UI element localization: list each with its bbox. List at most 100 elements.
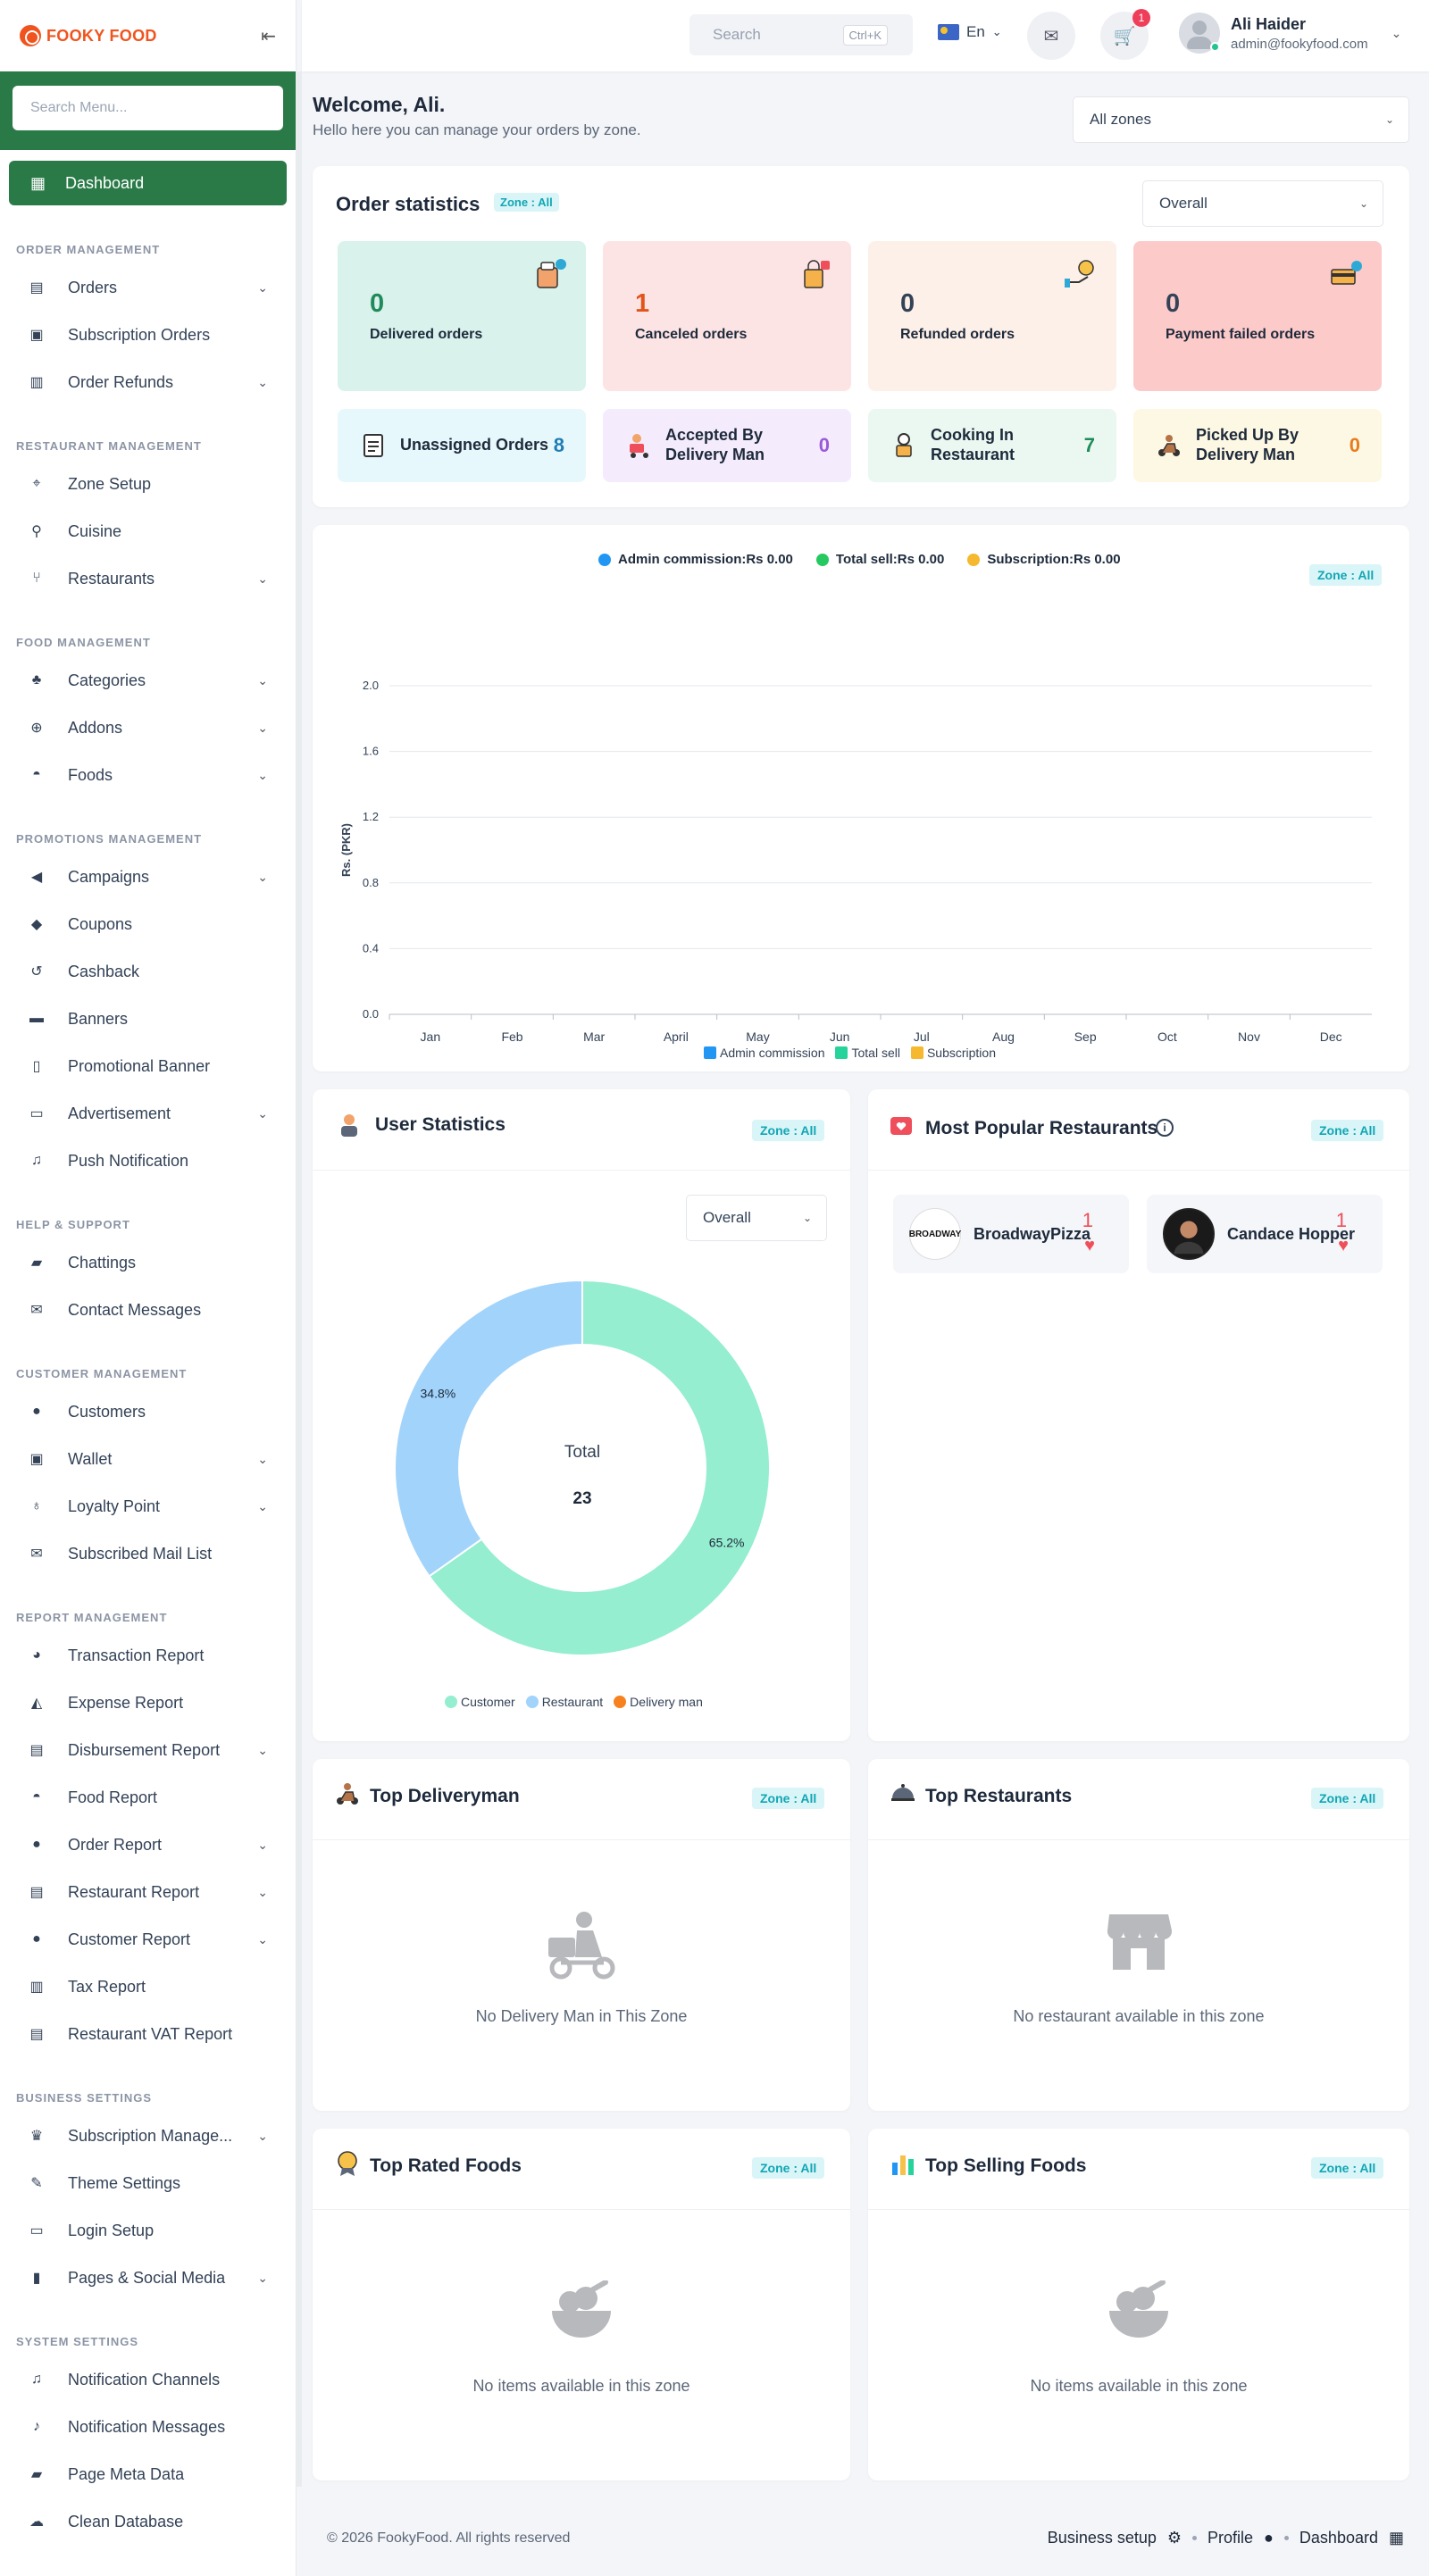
chevron-down-icon: ⌄	[257, 720, 268, 735]
sidebar-item-notification-channels[interactable]: ♫ Notification Channels	[9, 2362, 288, 2397]
sidebar-item-zone-setup[interactable]: ⌖ Zone Setup	[9, 466, 288, 502]
sidebar-item-banners[interactable]: ▬ Banners	[9, 1001, 288, 1037]
stat-canceled[interactable]: 1 Canceled orders	[603, 241, 851, 391]
area-chart-icon: ◭	[30, 1696, 43, 1711]
footer-profile[interactable]: Profile	[1208, 2529, 1254, 2547]
lightbulb-icon: ♁	[31, 1498, 42, 1513]
dashboard-icon[interactable]: ▦	[1388, 2529, 1404, 2547]
user-menu[interactable]: Ali Haider admin@fookyfood.com ⌄	[1179, 13, 1401, 54]
stat-value: 0	[370, 289, 385, 318]
sidebar-item-categories[interactable]: ♣ Categories ⌄	[9, 663, 288, 698]
sidebar-item-foods[interactable]: ◓ Foods ⌄	[9, 757, 288, 793]
info-icon[interactable]: i	[1156, 1119, 1174, 1137]
sidebar-item-order-report[interactable]: ● Order Report ⌄	[9, 1827, 288, 1863]
sidebar-item-subscription-management[interactable]: ♛ Subscription Manage... ⌄	[9, 2118, 288, 2154]
sidebar-item-label: Customers	[68, 1402, 146, 1421]
sidebar-item-cashback[interactable]: ↺ Cashback	[9, 954, 288, 989]
sidebar-item-theme-settings[interactable]: ✎ Theme Settings	[9, 2165, 288, 2201]
mini-cooking[interactable]: Cooking In Restaurant 7	[868, 409, 1116, 482]
sidebar-item-customer-report[interactable]: ● Customer Report ⌄	[9, 1922, 288, 1957]
sidebar-item-subscription-orders[interactable]: ▣ Subscription Orders	[9, 317, 288, 353]
legend-swatch	[835, 1046, 848, 1059]
restaurant-count: 1	[1335, 1209, 1347, 1231]
footer-business-setup[interactable]: Business setup	[1047, 2529, 1157, 2547]
section-title-food: FOOD MANAGEMENT	[16, 636, 151, 649]
sidebar-item-promotional-banner[interactable]: ▯ Promotional Banner	[9, 1048, 288, 1084]
sidebar-scrollbar[interactable]	[297, 71, 302, 2487]
collapse-sidebar-icon[interactable]: ⇤	[261, 26, 276, 46]
sidebar-item-disbursement-report[interactable]: ▤ Disbursement Report ⌄	[9, 1732, 288, 1768]
restaurant-item[interactable]: BROADWAY BroadwayPizza 1 ♥	[893, 1195, 1129, 1273]
user-name: Ali Haider	[1231, 14, 1307, 33]
sidebar-item-campaigns[interactable]: ◀ Campaigns ⌄	[9, 859, 288, 895]
earnings-legend-top: Admin commission:Rs 0.00 Total sell:Rs 0…	[598, 552, 1121, 567]
earnings-bar-chart: 0.0 0.4 0.8 1.2 1.6 2.0 Rs. (PKR) Jan Feb Mar Apri…	[339, 679, 1372, 1044]
mini-accepted[interactable]: Accepted By Delivery Man 0	[603, 409, 851, 482]
user-donut-chart: 65.2% 34.8% Total 23	[394, 1279, 771, 1656]
sidebar-item-tax-report[interactable]: ▥ Tax Report	[9, 1969, 288, 2005]
sidebar-item-label: Banners	[68, 1009, 129, 1028]
refund-icon: ▥	[29, 375, 44, 390]
sidebar-item-expense-report[interactable]: ◭ Expense Report	[9, 1685, 288, 1721]
sidebar-item-orders[interactable]: ▤ Orders ⌄	[9, 270, 288, 305]
logo[interactable]: FOOKY FOOD	[20, 25, 157, 46]
sidebar-item-page-meta-data[interactable]: ▰ Page Meta Data	[9, 2456, 288, 2492]
section-title-help: HELP & SUPPORT	[16, 1218, 130, 1231]
sidebar-item-notification-messages[interactable]: ♪ Notification Messages	[9, 2409, 288, 2445]
sidebar-item-cuisine[interactable]: ⚲ Cuisine	[9, 513, 288, 549]
sidebar-item-label: Clean Database	[68, 2512, 184, 2530]
sidebar-item-subscribed-mail-list[interactable]: ✉ Subscribed Mail List	[9, 1536, 288, 1571]
sidebar-item-contact-messages[interactable]: ✉ Contact Messages	[9, 1292, 288, 1328]
sidebar-item-chattings[interactable]: ▰ Chattings	[9, 1245, 288, 1280]
order-stats-filter[interactable]: Overall ⌄	[1142, 180, 1383, 227]
language-selector[interactable]: En ⌄	[938, 23, 1002, 41]
mini-picked-up[interactable]: Picked Up By Delivery Man 0	[1133, 409, 1382, 482]
sidebar-item-pages-social[interactable]: ▮ Pages & Social Media ⌄	[9, 2260, 288, 2296]
sidebar-item-dashboard[interactable]: ▦ Dashboard	[9, 161, 287, 205]
stat-refunded[interactable]: 0 Refunded orders	[868, 241, 1116, 391]
sidebar-item-restaurants[interactable]: ⑂ Restaurants ⌄	[9, 561, 288, 596]
section-title-order: ORDER MANAGEMENT	[16, 243, 161, 256]
mini-unassigned[interactable]: Unassigned Orders 8	[338, 409, 586, 482]
dome-icon	[891, 1784, 915, 1801]
flag-icon	[938, 24, 959, 40]
cart-button[interactable]: 🛒 1	[1100, 9, 1150, 60]
legend-dot	[445, 1696, 457, 1708]
sidebar-item-wallet[interactable]: ▣ Wallet ⌄	[9, 1441, 288, 1477]
sidebar-item-addons[interactable]: ⊕ Addons ⌄	[9, 710, 288, 746]
zone-select[interactable]: All zones ⌄	[1073, 96, 1409, 143]
sidebar-item-transaction-report[interactable]: ◕ Transaction Report	[9, 1638, 288, 1673]
sidebar-item-label: Cashback	[68, 962, 140, 980]
sidebar-item-label: Orders	[68, 278, 118, 296]
award-icon	[338, 2151, 357, 2176]
sidebar-item-loyalty-point[interactable]: ♁ Loyalty Point ⌄	[9, 1488, 288, 1524]
sidebar-item-clean-database[interactable]: ☁ Clean Database	[9, 2504, 288, 2539]
y-tick-label: 1.2	[363, 810, 379, 823]
sidebar-item-login-setup[interactable]: ▭ Login Setup	[9, 2213, 288, 2248]
separator	[1192, 2536, 1198, 2540]
chevron-down-icon: ⌄	[257, 1105, 268, 1121]
heart-icon: ♥	[1338, 1236, 1349, 1255]
user-stats-filter[interactable]: Overall ⌄	[686, 1195, 827, 1241]
category-icon: ♣	[31, 672, 42, 688]
sidebar-item-order-refunds[interactable]: ▥ Order Refunds ⌄	[9, 364, 288, 400]
sidebar-item-coupons[interactable]: ◆ Coupons	[9, 906, 288, 942]
sidebar-item-customers[interactable]: ● Customers	[9, 1394, 288, 1430]
sidebar-item-restaurant-report[interactable]: ▤ Restaurant Report ⌄	[9, 1874, 288, 1910]
user-icon[interactable]: ●	[1264, 2529, 1274, 2547]
user-statistics-title: User Statistics	[375, 1114, 506, 1135]
restaurant-item[interactable]: Candace Hopper 1 ♥	[1147, 1195, 1383, 1273]
sidebar-item-label: Transaction Report	[68, 1646, 205, 1664]
sidebar-item-push-notification[interactable]: ♫ Push Notification	[9, 1143, 288, 1179]
stat-payment-failed[interactable]: 0 Payment failed orders	[1133, 241, 1382, 391]
sidebar-item-restaurant-vat-report[interactable]: ▤ Restaurant VAT Report	[9, 2016, 288, 2052]
sidebar-search-input[interactable]	[13, 86, 283, 130]
gear-icon[interactable]: ⚙	[1166, 2529, 1182, 2547]
footer-dashboard[interactable]: Dashboard	[1299, 2529, 1378, 2547]
stat-delivered[interactable]: 0 Delivered orders	[338, 241, 586, 391]
header-search[interactable]: Search Ctrl+K	[689, 14, 913, 55]
chevron-down-icon: ⌄	[257, 374, 268, 389]
sidebar-item-food-report[interactable]: ◓ Food Report	[9, 1780, 288, 1815]
messages-button[interactable]: ✉	[1027, 12, 1075, 60]
sidebar-item-advertisement[interactable]: ▭ Advertisement ⌄	[9, 1096, 288, 1131]
